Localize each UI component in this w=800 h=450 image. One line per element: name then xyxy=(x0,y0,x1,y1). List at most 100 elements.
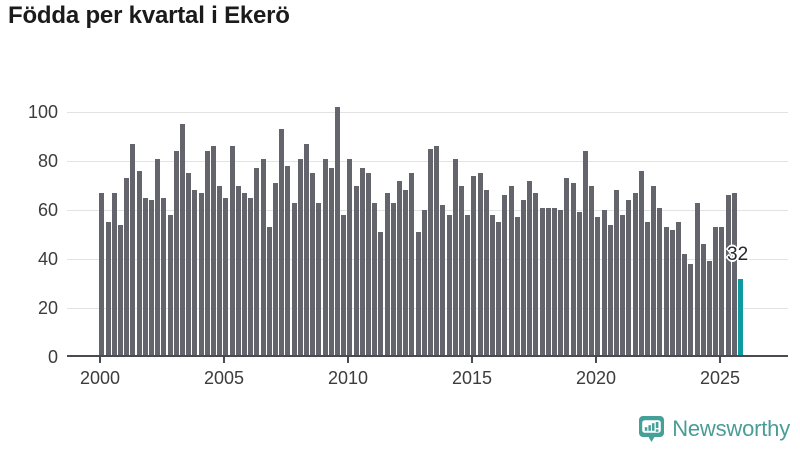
bar xyxy=(366,173,371,358)
bar xyxy=(390,202,396,357)
bar xyxy=(682,254,688,357)
bar xyxy=(452,158,458,357)
bar xyxy=(459,185,464,357)
bar xyxy=(384,192,390,357)
y-tick-label: 60 xyxy=(37,200,58,220)
bar xyxy=(583,151,588,357)
bar xyxy=(136,170,142,357)
bar xyxy=(273,183,278,357)
x-axis-tick xyxy=(347,357,349,363)
bar xyxy=(595,217,601,357)
x-tick-label: 2015 xyxy=(451,368,493,388)
bar xyxy=(539,207,545,357)
y-tick-label: 0 xyxy=(47,347,58,367)
bar xyxy=(310,173,316,358)
x-axis-tick xyxy=(99,357,101,363)
bar xyxy=(248,197,254,358)
bar xyxy=(341,214,347,357)
x-axis-tick xyxy=(471,357,473,363)
bar xyxy=(552,207,557,357)
bar xyxy=(198,192,204,357)
bar xyxy=(589,185,595,357)
bar xyxy=(142,197,148,358)
x-tick-label: 2005 xyxy=(203,368,245,388)
gridline-y-100 xyxy=(67,112,788,113)
bar xyxy=(421,210,427,357)
bar xyxy=(663,227,669,357)
bar xyxy=(564,178,570,357)
bar xyxy=(186,173,192,358)
bar xyxy=(632,192,638,357)
bar xyxy=(713,227,719,357)
bar xyxy=(260,158,266,357)
bar xyxy=(700,244,706,357)
bar xyxy=(180,124,185,357)
last-value-annotation: 32 xyxy=(727,244,749,265)
gridline-y-80 xyxy=(67,161,788,162)
gridline-y-20 xyxy=(67,308,788,309)
bar xyxy=(465,214,471,357)
bar xyxy=(217,185,223,357)
bar xyxy=(527,180,533,357)
highlight-bar xyxy=(738,278,743,357)
bar xyxy=(558,210,564,357)
bar xyxy=(545,207,551,357)
bar xyxy=(359,168,365,357)
bar xyxy=(235,185,241,357)
bar xyxy=(694,202,700,357)
bar xyxy=(496,222,502,358)
bar xyxy=(508,185,514,357)
bar xyxy=(533,192,539,357)
bar xyxy=(155,158,161,357)
x-tick-label: 2020 xyxy=(575,368,617,388)
bar xyxy=(173,151,179,357)
y-tick-label: 20 xyxy=(37,298,58,318)
newsworthy-bar-chart-icon xyxy=(638,415,665,443)
bar xyxy=(204,151,210,357)
bar xyxy=(316,202,322,357)
bar xyxy=(731,192,737,357)
bar xyxy=(651,185,657,357)
bar xyxy=(576,212,582,357)
bar xyxy=(409,173,415,358)
bar xyxy=(645,222,650,358)
bar xyxy=(669,229,675,357)
bar xyxy=(242,192,247,357)
bar xyxy=(328,168,334,357)
bar xyxy=(229,146,235,357)
bar xyxy=(304,143,309,357)
bar xyxy=(266,227,272,357)
y-tick-label: 80 xyxy=(37,151,58,171)
y-tick-label: 100 xyxy=(27,102,58,122)
bar xyxy=(372,202,378,357)
bar xyxy=(707,261,712,357)
bar xyxy=(149,200,154,357)
bar xyxy=(514,217,520,357)
bar xyxy=(297,158,303,357)
bar xyxy=(620,214,626,357)
bar xyxy=(471,175,477,357)
bar xyxy=(378,232,384,358)
newsworthy-logo-text: Newsworthy xyxy=(672,416,790,441)
bar xyxy=(483,190,489,357)
x-tick-label: 2010 xyxy=(327,368,369,388)
gridline-y-60 xyxy=(67,210,788,211)
bar xyxy=(353,185,359,357)
y-tick-label: 40 xyxy=(37,249,58,269)
bar xyxy=(614,190,619,357)
bar xyxy=(434,146,440,357)
bar xyxy=(124,178,130,357)
newsworthy-logo[interactable]: Newsworthy xyxy=(638,415,790,443)
bar xyxy=(223,197,229,358)
bar xyxy=(415,232,421,358)
x-axis-line xyxy=(67,355,788,357)
bar xyxy=(99,192,105,357)
bar xyxy=(279,129,285,357)
bar xyxy=(719,227,725,357)
bar xyxy=(322,158,328,357)
bar xyxy=(440,205,446,357)
bar xyxy=(676,222,681,358)
x-axis-tick xyxy=(223,357,225,363)
bar xyxy=(446,214,452,357)
bar xyxy=(626,200,632,357)
